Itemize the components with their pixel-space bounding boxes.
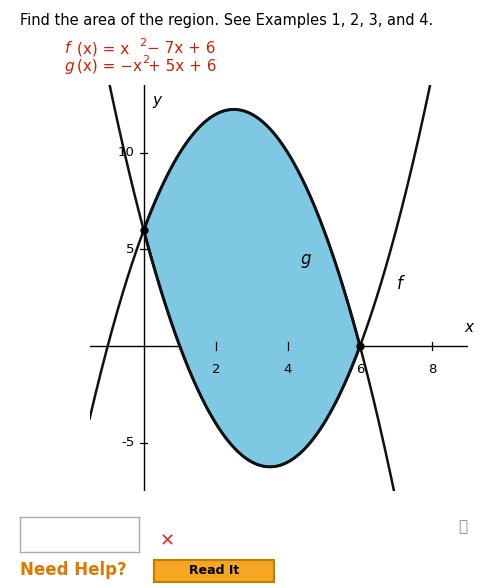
Text: 5: 5: [126, 243, 134, 256]
Text: f: f: [65, 41, 70, 56]
Text: Find the area of the region. See Examples 1, 2, 3, and 4.: Find the area of the region. See Example…: [20, 13, 433, 28]
Text: g: g: [65, 59, 74, 74]
Text: f: f: [397, 275, 402, 293]
Text: 6: 6: [356, 363, 364, 376]
Text: 2: 2: [139, 38, 146, 48]
Text: 4: 4: [284, 363, 292, 376]
Text: 8: 8: [428, 363, 436, 376]
Text: (x) = −x: (x) = −x: [77, 59, 142, 74]
Text: (x) = x: (x) = x: [77, 41, 129, 56]
Text: Need Help?: Need Help?: [20, 562, 126, 579]
Text: Read It: Read It: [189, 564, 239, 577]
Text: 10: 10: [118, 146, 134, 159]
Text: x: x: [465, 320, 474, 335]
Text: ✕: ✕: [159, 532, 174, 550]
Text: 2: 2: [142, 55, 149, 65]
Text: g: g: [301, 250, 311, 268]
Text: -5: -5: [122, 436, 134, 449]
Text: 2: 2: [212, 363, 220, 376]
Text: + 5x + 6: + 5x + 6: [148, 59, 217, 74]
Text: y: y: [153, 93, 162, 108]
Text: ⓘ: ⓘ: [459, 519, 468, 534]
Text: − 7x + 6: − 7x + 6: [147, 41, 216, 56]
